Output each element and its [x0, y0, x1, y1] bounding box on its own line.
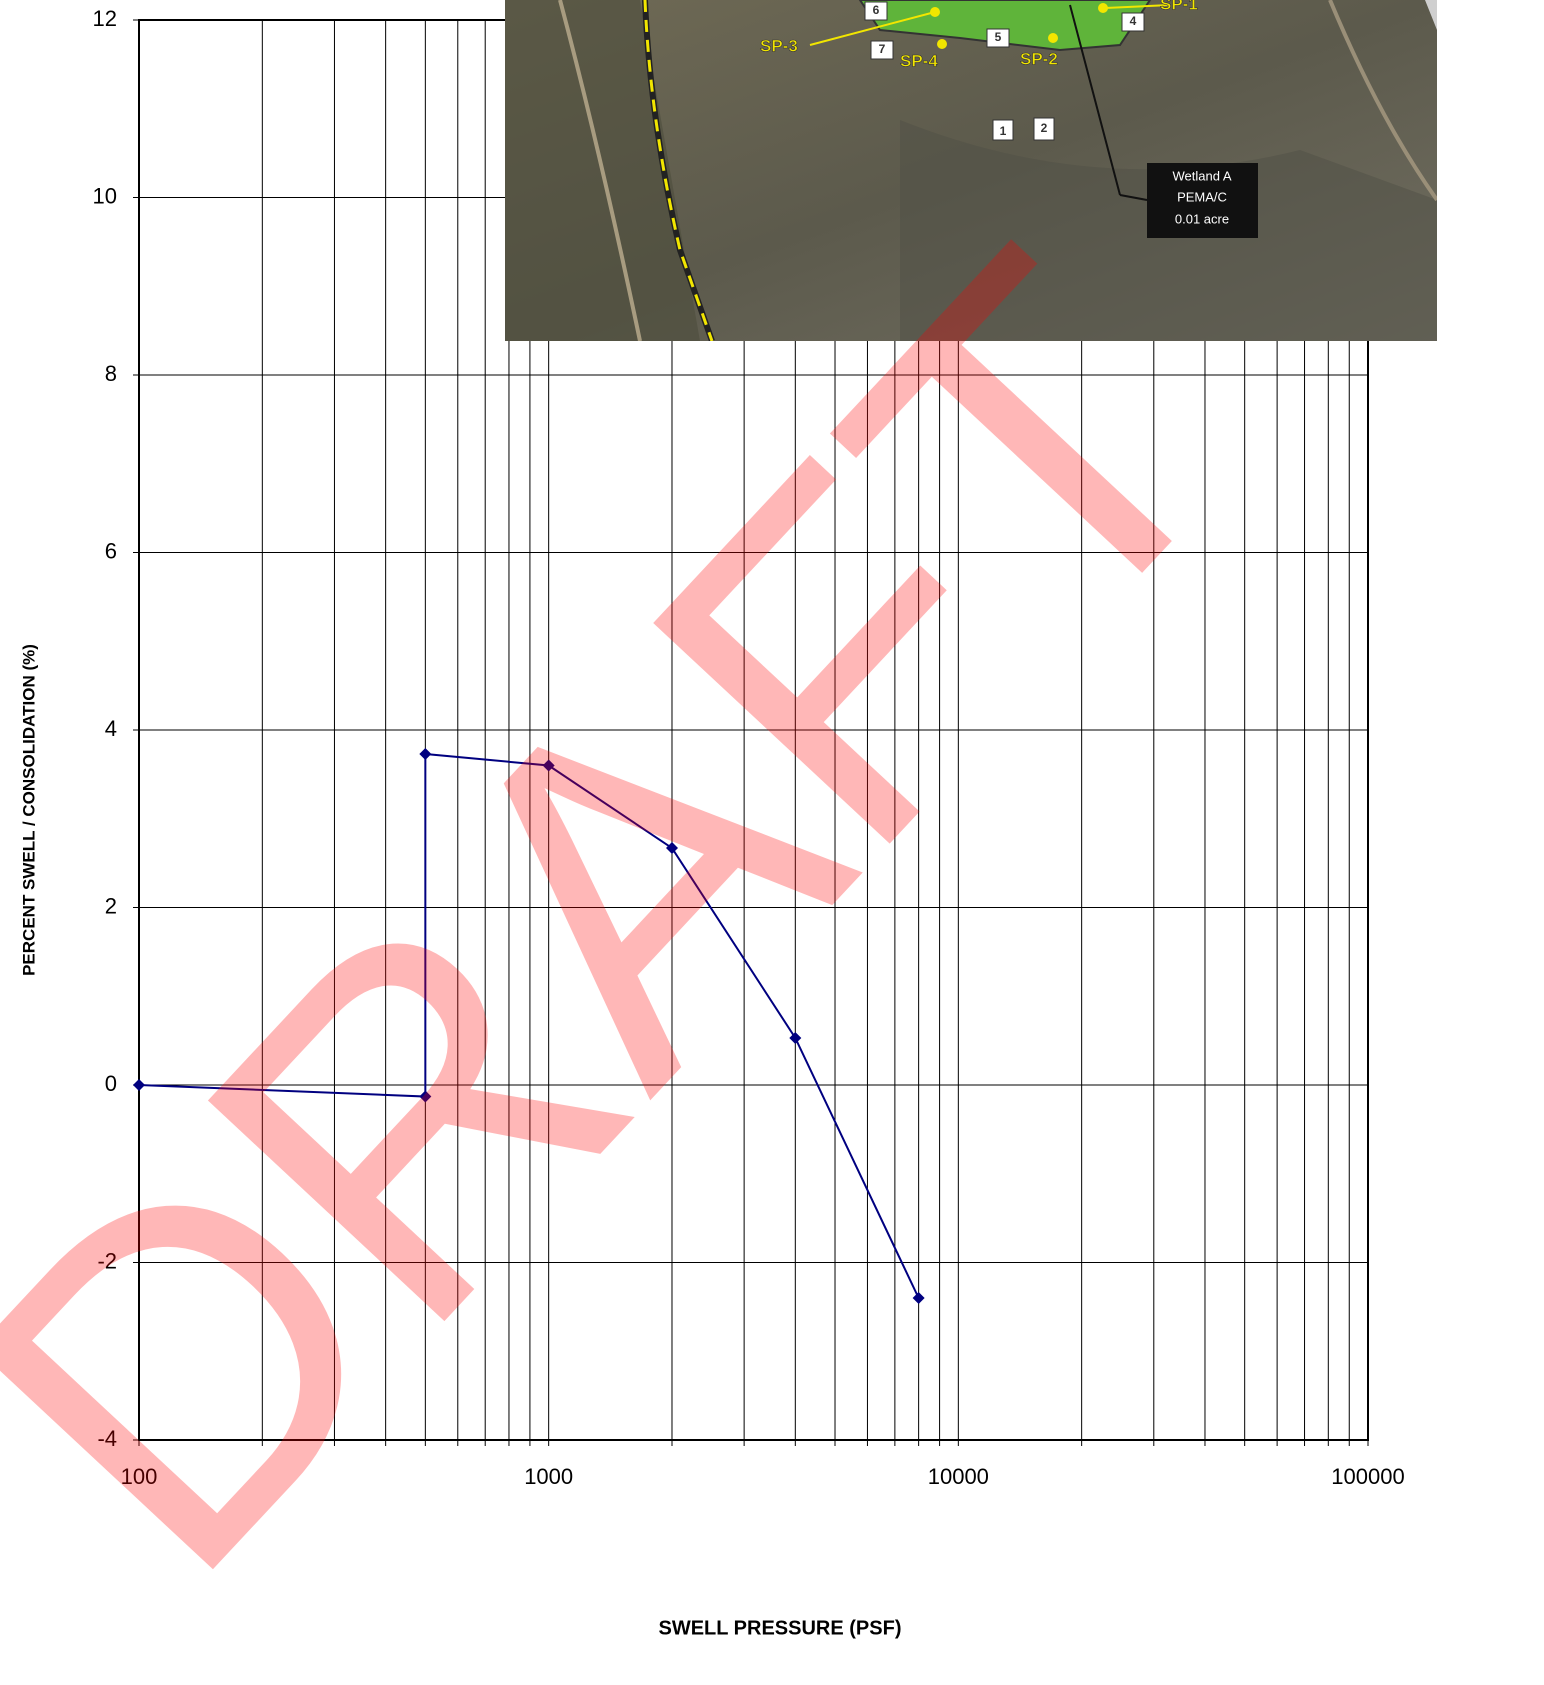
inset-marker: 4 [1130, 14, 1137, 28]
data-point [789, 1031, 802, 1044]
y-axis-title: PERCENT SWELL / CONSOLIDATION (%) [19, 644, 38, 976]
y-tick-label: -4 [97, 1426, 117, 1451]
x-axis-title: SWELL PRESSURE (PSF) [659, 1617, 902, 1639]
callout-text: Wetland A [1172, 168, 1231, 183]
y-tick-label: 2 [105, 893, 117, 918]
inset-marker: 2 [1041, 121, 1048, 135]
inset-label: SP-2 [1020, 49, 1058, 68]
data-point [665, 842, 678, 855]
data-point [419, 1090, 432, 1103]
data-point [419, 747, 432, 760]
inset-label: SP-1 [1160, 0, 1198, 13]
y-tick-label: -2 [97, 1248, 117, 1273]
y-tick-label: 0 [105, 1071, 117, 1096]
data-point [133, 1079, 145, 1091]
data-point [912, 1292, 925, 1304]
inset-marker: 5 [995, 30, 1002, 44]
inset-label: SP-3 [760, 36, 798, 55]
inset-photo: SP-1 SP-2 SP-3 SP-4 1 2 4 5 6 7 Wetland … [505, 0, 1437, 341]
callout-text: 0.01 acre [1175, 211, 1229, 226]
inset-marker: 6 [873, 3, 880, 17]
x-tick-label: 100 [121, 1464, 158, 1489]
y-tick-label: 10 [93, 183, 117, 208]
inset-marker: 1 [1000, 124, 1007, 138]
inset-label: SP-4 [900, 51, 938, 70]
callout-text: PEMA/C [1177, 189, 1227, 204]
x-tick-label: 1000 [524, 1464, 573, 1489]
photo-markers [864, 1, 1145, 141]
data-point [542, 759, 555, 772]
y-tick-label: 6 [105, 538, 117, 563]
y-tick-label: 4 [105, 716, 117, 741]
y-tick-label: 8 [105, 361, 117, 386]
y-tick-label: 12 [93, 6, 117, 31]
inset-marker: 7 [879, 42, 886, 56]
x-tick-label: 10000 [928, 1464, 989, 1489]
x-tick-label: 100000 [1331, 1464, 1404, 1489]
